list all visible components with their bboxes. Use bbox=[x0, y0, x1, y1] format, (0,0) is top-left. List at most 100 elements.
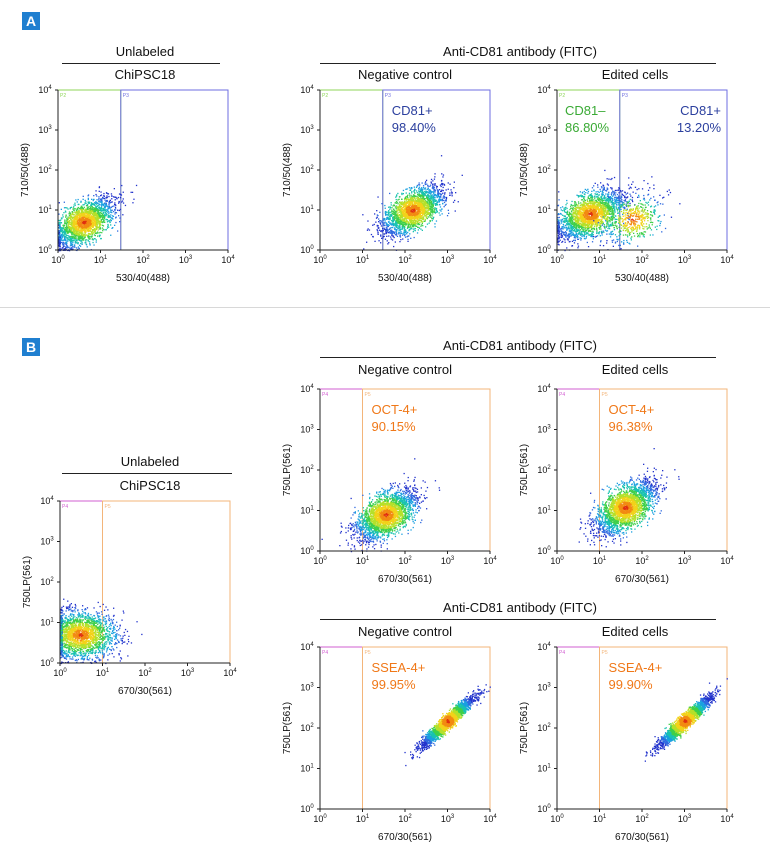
gate-label-p5: P5 bbox=[365, 392, 371, 398]
b-antibody-rule-2 bbox=[320, 619, 716, 620]
y-tick-label: 101 bbox=[300, 764, 314, 774]
x-tick-label: 100 bbox=[51, 255, 65, 265]
x-tick-label: 102 bbox=[136, 255, 150, 265]
x-tick-label: 103 bbox=[441, 814, 455, 824]
y-tick-label: 104 bbox=[300, 85, 314, 95]
population-percentage: 90.15% bbox=[372, 419, 417, 434]
y-tick-label: 104 bbox=[40, 496, 54, 506]
b-negative-control-header-1: Negative control bbox=[358, 362, 452, 377]
y-tick-label: 101 bbox=[537, 205, 551, 215]
y-tick-label: 102 bbox=[300, 165, 314, 175]
x-axis-title: 530/40(488) bbox=[116, 273, 170, 284]
y-tick-label: 104 bbox=[537, 85, 551, 95]
x-tick-label: 103 bbox=[441, 255, 455, 265]
b-edited-cells-header-1: Edited cells bbox=[601, 362, 669, 377]
population-label: CD81+ bbox=[392, 103, 433, 118]
x-axis-title: 530/40(488) bbox=[615, 273, 669, 284]
gate-p4 bbox=[556, 388, 600, 552]
x-tick-label: 103 bbox=[678, 814, 692, 824]
y-tick-label: 102 bbox=[300, 465, 314, 475]
population-percentage: 86.80% bbox=[565, 120, 610, 135]
y-axis-title: 750LP(561) bbox=[22, 556, 33, 608]
y-axis-title: 750LP(561) bbox=[519, 444, 530, 496]
gate-label-p5: P5 bbox=[365, 650, 371, 656]
b-cell-line-header: ChiPSC18 bbox=[119, 478, 181, 493]
a-unlabeled-rule bbox=[62, 63, 220, 64]
y-tick-label: 103 bbox=[537, 125, 551, 135]
x-tick-label: 104 bbox=[483, 556, 497, 566]
gate-label-p4: P4 bbox=[62, 504, 68, 510]
gate-label-p4: P4 bbox=[322, 392, 328, 398]
x-tick-label: 101 bbox=[593, 814, 607, 824]
y-tick-label: 104 bbox=[38, 85, 52, 95]
y-tick-label: 100 bbox=[300, 245, 314, 255]
b-negative-control-header-2: Negative control bbox=[358, 624, 452, 639]
x-tick-label: 102 bbox=[635, 556, 649, 566]
y-tick-label: 103 bbox=[40, 537, 54, 547]
x-tick-label: 103 bbox=[181, 668, 195, 678]
a-antibody-header: Anti-CD81 antibody (FITC) bbox=[443, 44, 597, 59]
density-points bbox=[578, 448, 680, 548]
gate-label-p4: P4 bbox=[322, 650, 328, 656]
b-antibody-rule-1 bbox=[320, 357, 716, 358]
y-tick-label: 101 bbox=[300, 506, 314, 516]
x-tick-label: 100 bbox=[550, 556, 564, 566]
density-points bbox=[321, 458, 441, 553]
x-tick-label: 101 bbox=[356, 814, 370, 824]
gate-label-p2: P2 bbox=[322, 93, 328, 99]
x-tick-label: 104 bbox=[720, 556, 734, 566]
b-unlabeled-rule bbox=[62, 473, 232, 474]
y-tick-label: 100 bbox=[300, 804, 314, 814]
b-antibody-header-2: Anti-CD81 antibody (FITC) bbox=[443, 600, 597, 615]
y-tick-label: 101 bbox=[40, 618, 54, 628]
gate-label-p3: P3 bbox=[622, 93, 628, 99]
x-tick-label: 100 bbox=[550, 814, 564, 824]
x-tick-label: 100 bbox=[313, 814, 327, 824]
panel-a-label: A bbox=[22, 12, 40, 30]
x-tick-label: 101 bbox=[94, 255, 108, 265]
population-percentage: 98.40% bbox=[392, 120, 437, 135]
y-axis-title: 750LP(561) bbox=[282, 444, 293, 496]
gate-label-p5: P5 bbox=[602, 392, 608, 398]
a-negative-control-header: Negative control bbox=[358, 67, 452, 82]
population-label: OCT-4+ bbox=[372, 402, 418, 417]
y-tick-label: 104 bbox=[537, 642, 551, 652]
x-tick-label: 104 bbox=[483, 814, 497, 824]
x-tick-label: 101 bbox=[593, 255, 607, 265]
y-tick-label: 103 bbox=[38, 125, 52, 135]
gate-p2 bbox=[319, 89, 384, 251]
x-tick-label: 103 bbox=[441, 556, 455, 566]
x-tick-label: 101 bbox=[593, 556, 607, 566]
y-tick-label: 100 bbox=[38, 245, 52, 255]
x-tick-label: 100 bbox=[550, 255, 564, 265]
x-tick-label: 104 bbox=[483, 255, 497, 265]
y-tick-label: 100 bbox=[537, 245, 551, 255]
x-tick-label: 103 bbox=[678, 556, 692, 566]
b-edited-cells-header-2: Edited cells bbox=[601, 624, 669, 639]
b-unlabeled-header: Unlabeled bbox=[120, 454, 180, 469]
x-tick-label: 102 bbox=[635, 255, 649, 265]
density-points bbox=[404, 684, 491, 767]
x-tick-label: 103 bbox=[678, 255, 692, 265]
y-tick-label: 101 bbox=[537, 764, 551, 774]
population-percentage: 96.38% bbox=[609, 419, 654, 434]
y-axis-title: 710/50(488) bbox=[519, 143, 530, 197]
y-tick-label: 104 bbox=[300, 384, 314, 394]
y-tick-label: 100 bbox=[537, 804, 551, 814]
y-tick-label: 103 bbox=[300, 425, 314, 435]
a-antibody-rule bbox=[320, 63, 716, 64]
a-edited-cells-header: Edited cells bbox=[601, 67, 669, 82]
population-label: CD81+ bbox=[680, 103, 721, 118]
y-axis-title: 710/50(488) bbox=[282, 143, 293, 197]
y-tick-label: 102 bbox=[537, 465, 551, 475]
x-tick-label: 101 bbox=[356, 255, 370, 265]
x-tick-label: 101 bbox=[356, 556, 370, 566]
x-axis-title: 670/30(561) bbox=[378, 574, 432, 585]
x-axis-title: 670/30(561) bbox=[615, 574, 669, 585]
gate-label-p5: P5 bbox=[105, 504, 111, 510]
y-tick-label: 104 bbox=[300, 642, 314, 652]
y-tick-label: 101 bbox=[300, 205, 314, 215]
